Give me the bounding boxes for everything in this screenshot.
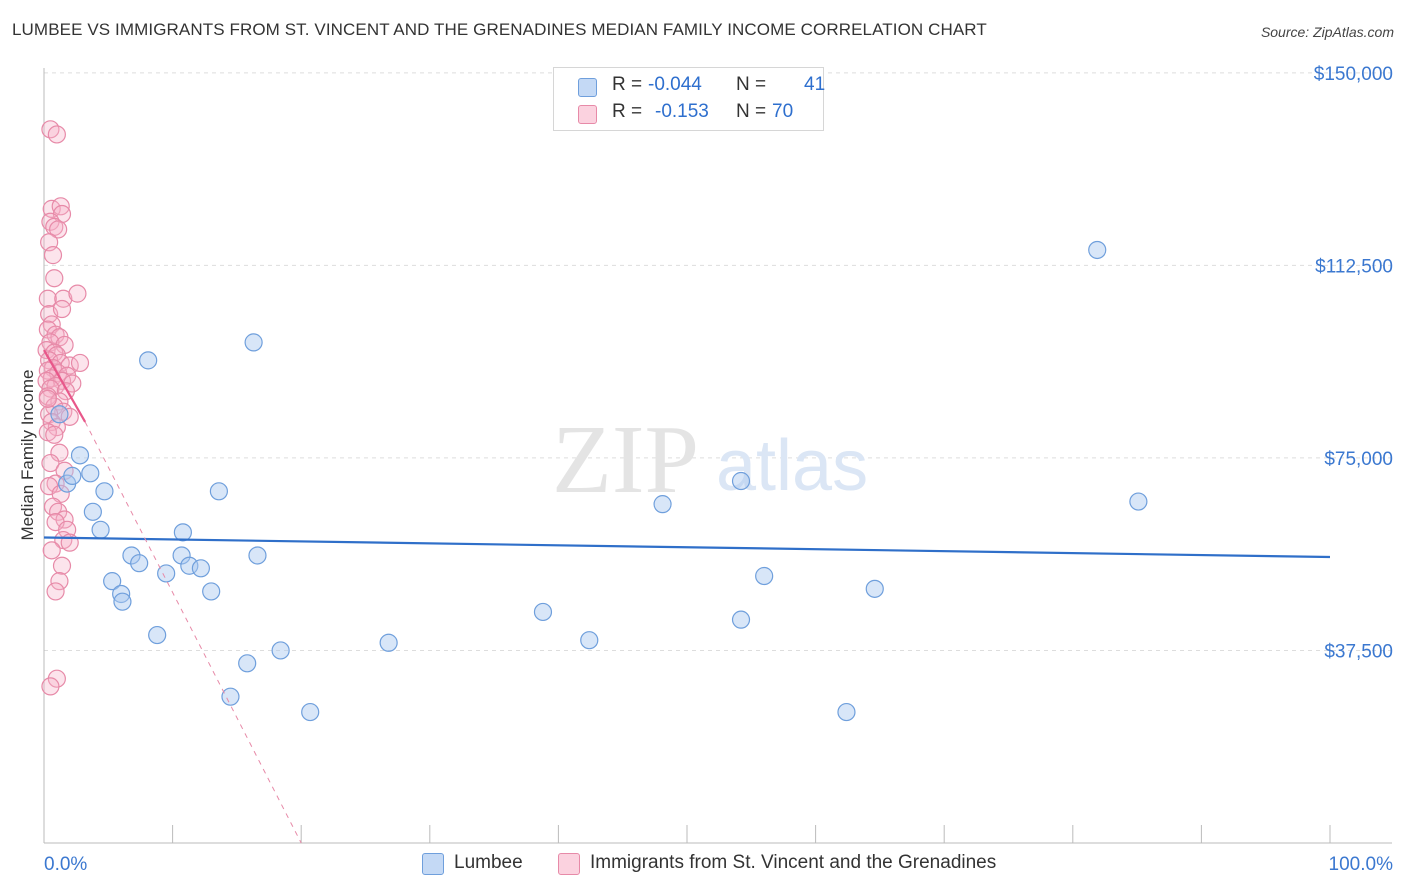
data-point-immigrants	[45, 425, 64, 444]
data-point-immigrants	[60, 407, 79, 426]
data-point-immigrants	[43, 497, 63, 516]
data-point-immigrants	[41, 453, 60, 473]
data-point-lumbee	[731, 610, 751, 629]
x-tick-label-min: 0.0%	[44, 854, 87, 875]
data-point-immigrants	[68, 284, 87, 303]
data-point-immigrants	[38, 389, 57, 408]
data-point-lumbee	[191, 559, 210, 578]
legend-r-label: R =	[612, 74, 643, 95]
watermark-atlas: atlas	[716, 426, 868, 506]
grid-layer	[44, 72, 1392, 651]
data-point-immigrants	[46, 582, 65, 601]
data-point-lumbee	[122, 546, 141, 565]
data-point-lumbee	[244, 333, 263, 352]
data-point-lumbee	[1129, 492, 1148, 511]
y-tick-label: $112,500	[1315, 256, 1393, 277]
data-point-immigrants	[51, 197, 70, 216]
data-point-lumbee	[95, 482, 114, 501]
legend-label-lumbee: Lumbee	[454, 852, 523, 873]
data-point-immigrants	[42, 541, 61, 560]
watermark-zip: ZIP	[552, 406, 699, 514]
data-point-lumbee	[731, 471, 751, 491]
label-layer: $150,000 $112,500 $75,000 $37,500 0.0% 100.0%…	[18, 64, 1393, 875]
legend-swatch-immigrants	[578, 105, 597, 124]
legend-n-label: N =	[736, 101, 767, 122]
trend-line-lumbee	[43, 536, 1331, 559]
data-point-lumbee	[70, 446, 90, 465]
data-point-immigrants	[52, 556, 72, 575]
data-point-lumbee	[83, 502, 102, 521]
data-point-lumbee	[112, 584, 131, 604]
data-point-lumbee	[238, 654, 257, 673]
data-point-lumbee	[173, 523, 192, 542]
data-point-immigrants	[38, 289, 57, 308]
chart-source: Source: ZipAtlas.com	[1260, 24, 1394, 40]
chart-title: LUMBEE VS IMMIGRANTS FROM ST. VINCENT AN…	[12, 20, 987, 39]
data-point-lumbee	[1088, 240, 1107, 260]
x-tick-label-max: 100.0%	[1329, 854, 1394, 875]
legend-r-label: R =	[612, 101, 643, 122]
legend-n-label: N =	[736, 74, 767, 95]
legend-swatch-immigrants	[558, 853, 580, 875]
data-point-immigrants	[52, 299, 72, 319]
data-point-lumbee	[653, 495, 672, 514]
watermark: ZIP atlas	[552, 406, 868, 514]
data-point-lumbee	[50, 405, 69, 424]
legend-swatch-lumbee	[422, 853, 444, 875]
legend-r-value: -0.153	[655, 101, 709, 122]
axis-layer	[43, 68, 1392, 844]
data-point-lumbee	[157, 564, 176, 583]
legend-label-immigrants: Immigrants from St. Vincent and the Gren…	[590, 852, 997, 873]
data-point-immigrants	[60, 533, 79, 552]
y-tick-label: $150,000	[1314, 64, 1393, 85]
data-point-lumbee	[301, 702, 320, 722]
data-point-lumbee	[148, 625, 167, 645]
data-point-lumbee	[91, 520, 110, 539]
data-point-immigrants	[41, 677, 60, 696]
legend-n-value: 70	[772, 101, 794, 122]
data-point-immigrants	[45, 269, 64, 288]
data-point-lumbee	[103, 572, 122, 591]
data-point-lumbee	[837, 702, 856, 722]
legend-swatch-lumbee	[578, 78, 597, 97]
data-point-immigrants	[50, 392, 69, 411]
data-point-immigrants	[49, 220, 68, 239]
data-point-lumbee	[755, 566, 774, 586]
data-point-lumbee	[379, 633, 398, 652]
y-axis-label: Median Family Income	[18, 369, 37, 540]
data-point-lumbee	[248, 546, 267, 565]
data-point-lumbee	[209, 482, 228, 501]
data-point-lumbee	[580, 631, 599, 650]
y-tick-label: $37,500	[1324, 641, 1393, 662]
trend-line-immigrants	[43, 349, 87, 423]
legend-n-value: 41	[804, 74, 826, 95]
legend-r-value: -0.044	[648, 74, 702, 95]
correlation-legend: R = -0.044 N = 41 R = -0.153 N = 70	[553, 67, 826, 131]
data-point-lumbee	[63, 466, 82, 485]
trend-line-immigrants-extended	[84, 421, 302, 844]
data-point-lumbee	[533, 602, 553, 622]
data-point-immigrants	[50, 443, 69, 462]
data-point-lumbee	[271, 641, 290, 660]
data-point-immigrants	[43, 246, 63, 265]
data-point-lumbee	[180, 556, 199, 575]
data-point-lumbee	[221, 687, 240, 706]
y-tick-label: $75,000	[1324, 449, 1393, 470]
data-point-lumbee	[139, 351, 158, 370]
data-point-immigrants	[50, 572, 69, 591]
data-point-lumbee	[113, 592, 132, 611]
data-point-immigrants	[70, 353, 90, 373]
data-point-lumbee	[202, 582, 221, 601]
data-point-lumbee	[81, 464, 100, 483]
data-point-lumbee	[865, 579, 884, 598]
data-point-lumbee	[130, 554, 149, 573]
data-point-immigrants	[47, 125, 66, 144]
trend-layer	[43, 349, 1331, 844]
